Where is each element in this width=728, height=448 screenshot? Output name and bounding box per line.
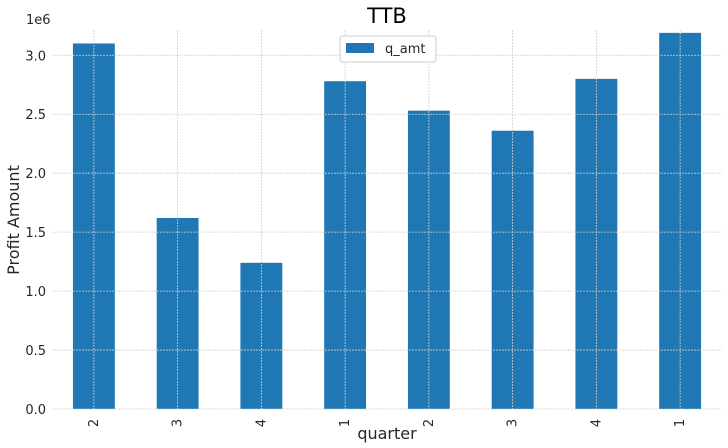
y-tick-label: 1.0 [25,285,46,300]
bars [72,32,702,410]
x-tick-label: 4 [254,419,269,427]
grid [52,30,722,410]
x-axis-label: quarter [357,424,417,443]
legend-box [339,35,437,63]
legend-swatch [346,43,374,53]
x-tick-label: 2 [87,419,102,427]
x-tick-label: 2 [422,419,437,427]
y-tick-label: 0.5 [25,344,46,359]
legend: q_amt [339,35,437,63]
y-tick-label: 0.0 [25,403,46,418]
y-tick-label: 2.0 [25,167,46,182]
legend-label: q_amt [385,42,425,57]
y-tick-label: 2.5 [25,108,46,123]
x-tick-label: 3 [506,419,521,427]
x-axis-ticks: 2 3 4 1 2 3 4 1 [87,419,688,427]
y-axis-label: Profit Amount [4,165,23,275]
x-tick-label: 4 [589,419,604,427]
y-axis-ticks: 0.0 0.5 1.0 1.5 2.0 2.5 3.0 [25,49,46,418]
y-tick-label: 3.0 [25,49,46,64]
x-tick-label: 1 [338,419,353,427]
x-tick-label: 1 [673,419,688,427]
y-tick-label: 1.5 [25,226,46,241]
y-offset-label: 1e6 [26,13,51,28]
x-tick-label: 3 [171,419,186,427]
chart-title: TTB [366,4,407,28]
